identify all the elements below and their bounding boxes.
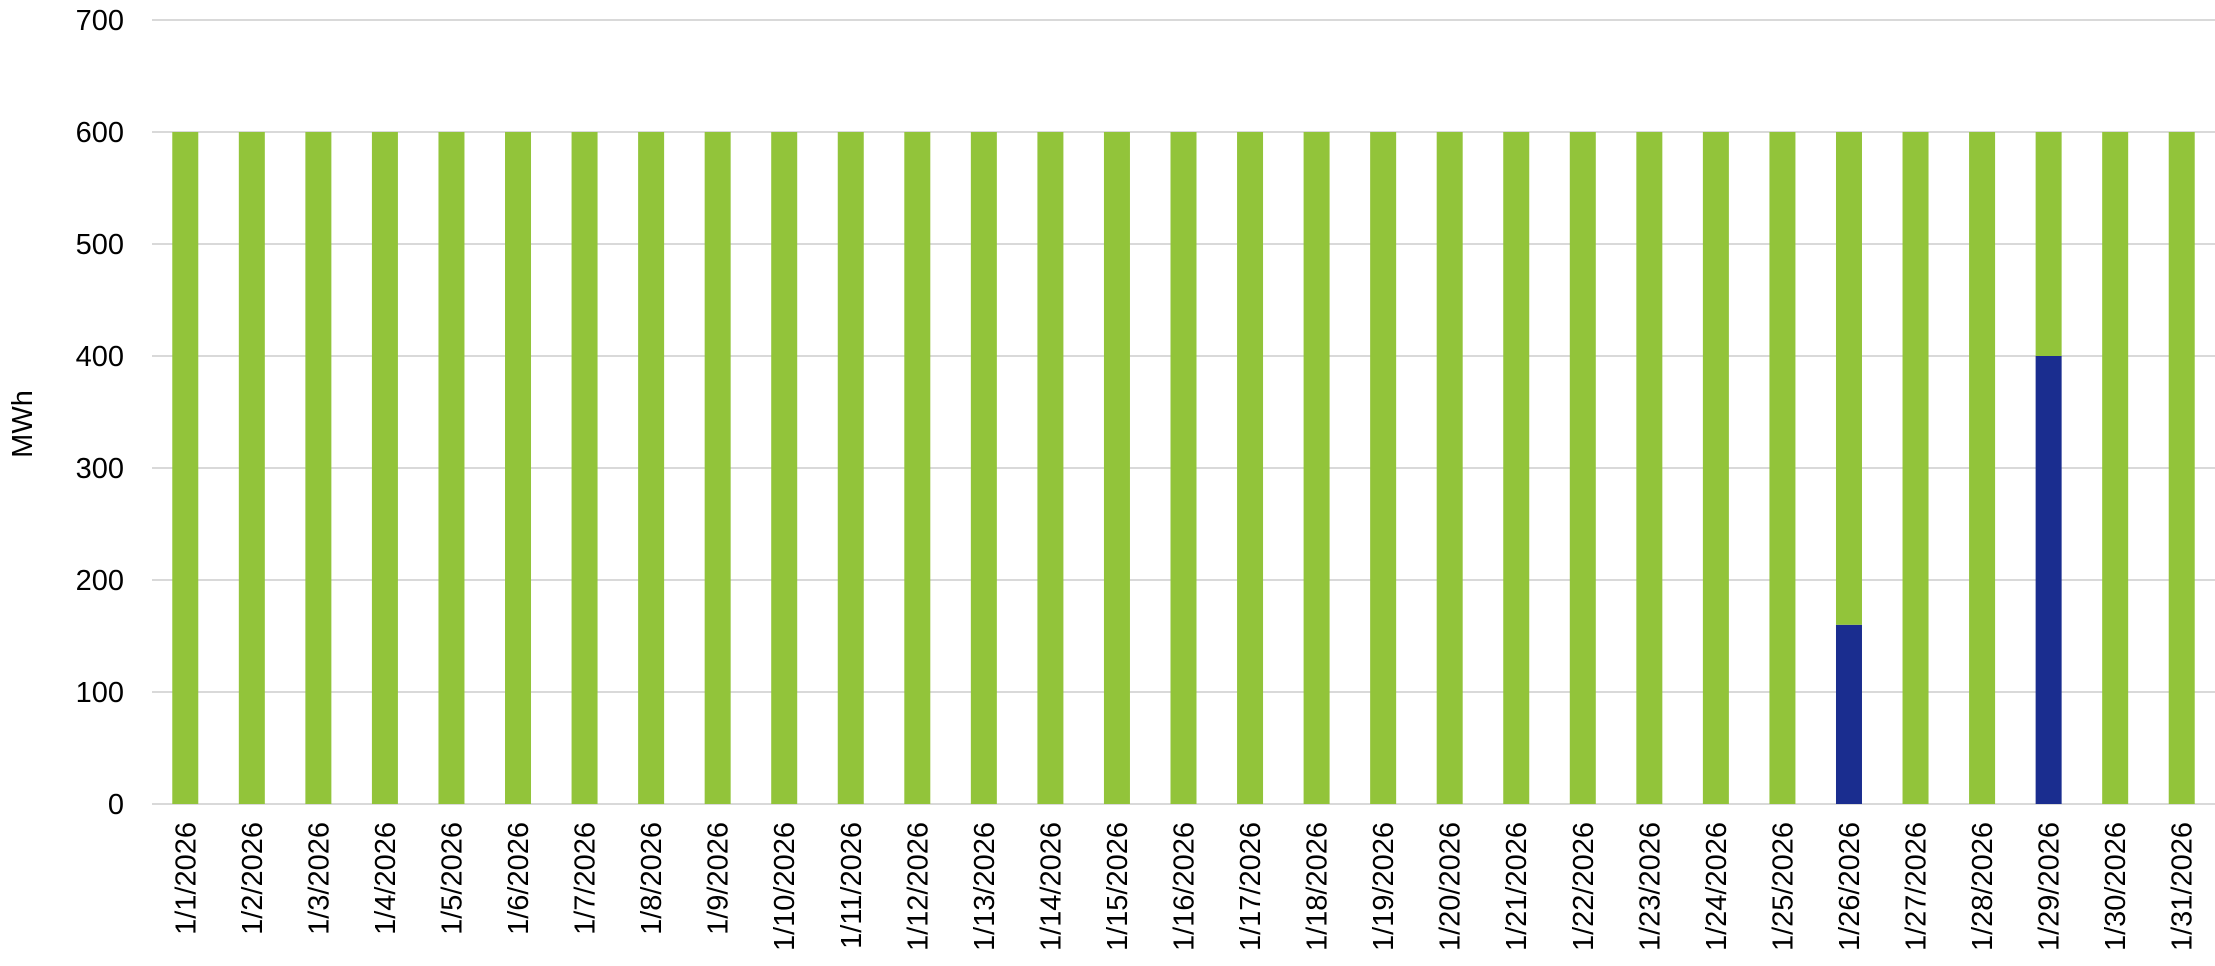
- bar-segment-series-1: [1835, 624, 1862, 804]
- bar-segment-series-2: [1902, 132, 1929, 804]
- x-tick-label: 1/13/2026: [969, 822, 1001, 951]
- bar-segment-series-2: [1569, 132, 1596, 804]
- y-axis-title: MWh: [7, 390, 39, 458]
- x-axis-ticks: 1/1/2026 1/2/2026 1/3/2026 1/4/2026 1/5/2026…: [170, 822, 2198, 951]
- bar-segment-series-2: [305, 132, 332, 804]
- bar-segment-series-2: [1769, 132, 1796, 804]
- bars: [172, 132, 2195, 804]
- x-tick-label: 1/3/2026: [303, 822, 335, 935]
- bar-segment-series-2: [638, 132, 665, 804]
- bar-segment-series-2: [2035, 132, 2062, 356]
- bar-segment-series-2: [1503, 132, 1530, 804]
- x-tick-label: 1/25/2026: [1767, 822, 1799, 951]
- bar-segment-series-2: [1237, 132, 1264, 804]
- x-tick-label: 1/18/2026: [1302, 822, 1334, 951]
- x-tick-label: 1/6/2026: [503, 822, 535, 935]
- bar-segment-series-2: [1170, 132, 1197, 804]
- x-tick-label: 1/26/2026: [1834, 822, 1866, 951]
- x-tick-label: 1/11/2026: [836, 822, 868, 949]
- bar-segment-series-1: [2035, 356, 2062, 804]
- x-tick-label: 1/10/2026: [769, 822, 801, 951]
- bar-segment-series-2: [1969, 132, 1996, 804]
- y-tick-label: 600: [76, 117, 124, 149]
- x-tick-label: 1/12/2026: [902, 822, 934, 951]
- bar-segment-series-2: [970, 132, 997, 804]
- bar-segment-series-2: [1702, 132, 1729, 804]
- bar-segment-series-2: [704, 132, 731, 804]
- x-tick-label: 1/4/2026: [370, 822, 402, 935]
- x-tick-label: 1/20/2026: [1435, 822, 1467, 951]
- bar-segment-series-2: [1370, 132, 1397, 804]
- bar-segment-series-2: [1835, 132, 1862, 625]
- x-tick-label: 1/15/2026: [1102, 822, 1134, 951]
- x-tick-label: 1/27/2026: [1901, 822, 1933, 951]
- bar-segment-series-2: [172, 132, 199, 804]
- x-tick-label: 1/28/2026: [1967, 822, 1999, 951]
- x-tick-label: 1/29/2026: [2034, 822, 2066, 951]
- y-tick-label: 200: [76, 565, 124, 597]
- bar-segment-series-2: [2102, 132, 2129, 804]
- x-tick-label: 1/24/2026: [1701, 822, 1733, 951]
- x-tick-label: 1/14/2026: [1035, 822, 1067, 951]
- y-tick-label: 400: [76, 341, 124, 373]
- x-tick-label: 1/8/2026: [636, 822, 668, 935]
- bar-segment-series-2: [571, 132, 598, 804]
- x-tick-label: 1/1/2026: [170, 822, 202, 935]
- x-tick-label: 1/16/2026: [1169, 822, 1201, 951]
- bar-segment-series-2: [1103, 132, 1130, 804]
- x-tick-label: 1/23/2026: [1634, 822, 1666, 951]
- x-tick-label: 1/17/2026: [1235, 822, 1267, 951]
- x-tick-label: 1/5/2026: [436, 822, 468, 935]
- x-tick-label: 1/19/2026: [1368, 822, 1400, 951]
- y-tick-label: 700: [76, 5, 124, 37]
- x-tick-label: 1/7/2026: [570, 822, 602, 935]
- bar-segment-series-2: [505, 132, 532, 804]
- y-tick-label: 300: [76, 453, 124, 485]
- bar-segment-series-2: [1436, 132, 1463, 804]
- bar-segment-series-2: [238, 132, 265, 804]
- bar-segment-series-2: [438, 132, 465, 804]
- bar-segment-series-2: [771, 132, 798, 804]
- x-tick-label: 1/21/2026: [1501, 822, 1533, 951]
- x-tick-label: 1/22/2026: [1568, 822, 1600, 951]
- y-tick-label: 100: [76, 677, 124, 709]
- y-tick-label: 500: [76, 229, 124, 261]
- bar-segment-series-2: [904, 132, 931, 804]
- bar-segment-series-2: [1303, 132, 1330, 804]
- y-tick-label: 0: [108, 789, 124, 821]
- x-tick-label: 1/30/2026: [2100, 822, 2132, 951]
- bar-segment-series-2: [371, 132, 398, 804]
- bar-segment-series-2: [1636, 132, 1663, 804]
- x-tick-label: 1/31/2026: [2167, 822, 2199, 951]
- x-tick-label: 1/2/2026: [237, 822, 269, 935]
- bar-segment-series-2: [2168, 132, 2195, 804]
- bar-segment-series-2: [1037, 132, 1064, 804]
- bar-segment-series-2: [837, 132, 864, 804]
- x-tick-label: 1/9/2026: [703, 822, 735, 935]
- y-axis-ticks: 0 100 200 300 400 500 600 700: [76, 5, 124, 821]
